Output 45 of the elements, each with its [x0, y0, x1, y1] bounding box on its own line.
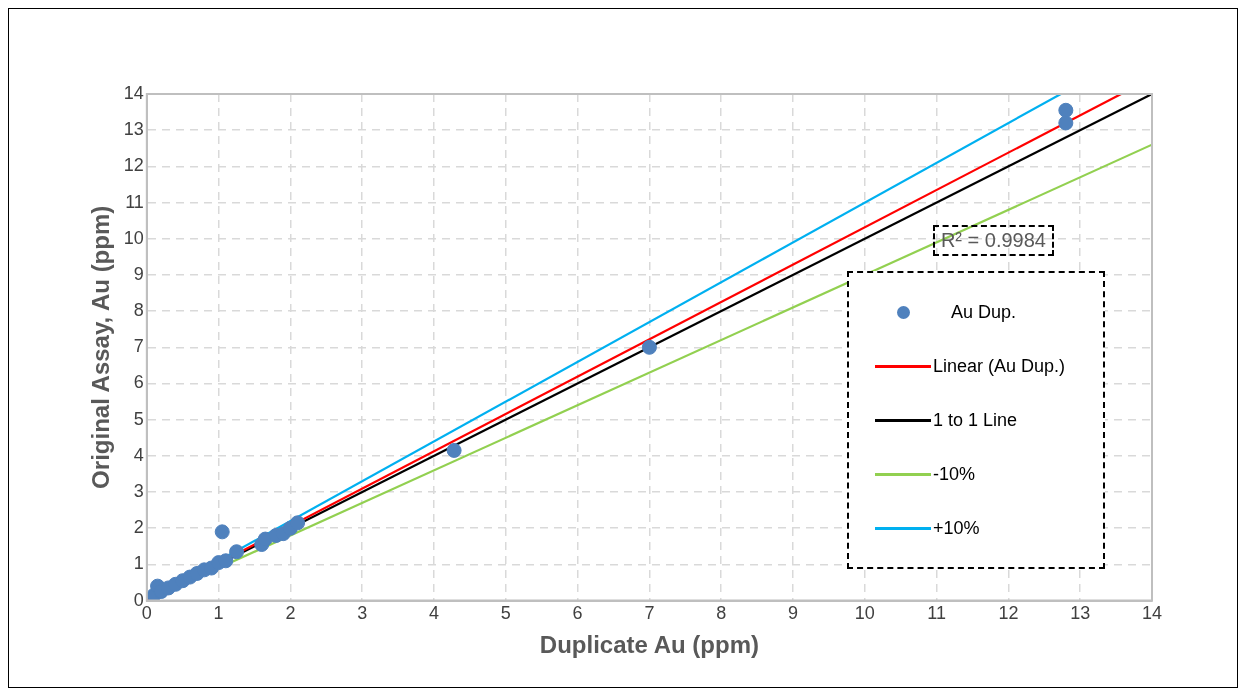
- legend-label: Linear (Au Dup.): [933, 355, 1066, 377]
- annotation: R² = 0.9984: [932, 225, 1054, 256]
- y-tick-label: 4: [133, 444, 144, 465]
- point: [218, 553, 234, 569]
- y-tick-label: 10: [123, 227, 144, 248]
- y-tick-label: 9: [133, 263, 144, 284]
- x-tick-label: 3: [357, 603, 368, 624]
- point: [1058, 115, 1074, 131]
- y-tick-label: 1: [133, 553, 144, 574]
- y-tick-label: 0: [133, 589, 144, 610]
- point: [1058, 102, 1074, 118]
- x-tick-label: 4: [429, 603, 440, 624]
- x-tick-label: 5: [500, 603, 511, 624]
- legend-label: Au Dup.: [951, 301, 1017, 323]
- point: [214, 524, 230, 540]
- x-tick-label: 12: [998, 603, 1019, 624]
- x-tick-label: 8: [716, 603, 727, 624]
- point: [446, 442, 462, 458]
- x-tick-label: 9: [788, 603, 799, 624]
- y-tick-label: 7: [133, 336, 144, 357]
- x-tick-label: 10: [854, 603, 875, 624]
- y-tick-label: 6: [133, 372, 144, 393]
- x-tick-label: 14: [1141, 603, 1163, 624]
- x-tick-label: 2: [285, 603, 296, 624]
- legend-label: -10%: [933, 463, 976, 485]
- y-tick-label: 14: [123, 82, 144, 103]
- y-tick-label: 3: [133, 481, 144, 502]
- y-tick-label: 5: [133, 408, 144, 429]
- x-tick-label: 1: [213, 603, 224, 624]
- point: [641, 339, 657, 355]
- legend-label: +10%: [933, 517, 980, 539]
- legend-label: 1 to 1 Line: [933, 409, 1018, 431]
- point: [290, 515, 306, 531]
- y-tick-label: 8: [133, 300, 144, 321]
- y-tick-label: 11: [125, 191, 144, 212]
- x-tick-label: 7: [644, 603, 655, 624]
- point: [229, 544, 245, 560]
- y-axis-title: Original Assay, Au (ppm): [87, 205, 115, 489]
- x-axis-title: Duplicate Au (ppm): [539, 631, 759, 659]
- y-tick-label: 12: [123, 155, 144, 176]
- x-tick-label: 6: [572, 603, 583, 624]
- y-tick-label: 2: [133, 517, 144, 538]
- x-tick-label: 13: [1070, 603, 1091, 624]
- y-tick-label: 13: [123, 119, 144, 140]
- x-tick-label: 11: [927, 603, 946, 624]
